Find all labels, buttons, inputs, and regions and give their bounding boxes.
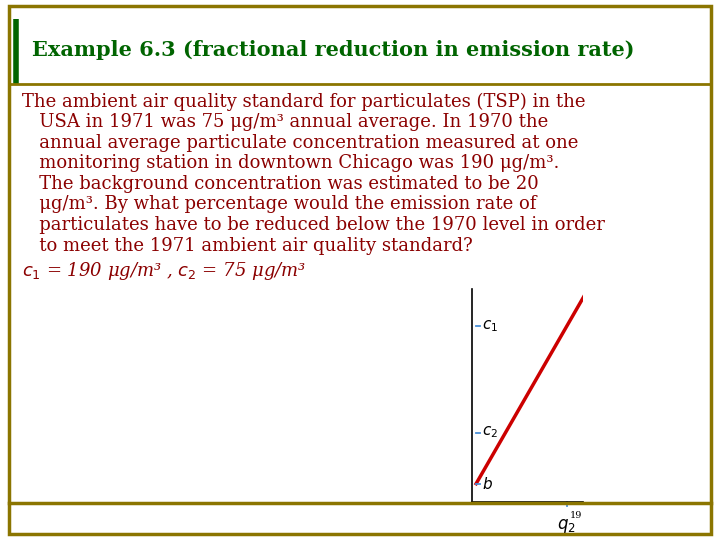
- Text: USA in 1971 was 75 μg/m³ annual average. In 1970 the: USA in 1971 was 75 μg/m³ annual average.…: [22, 113, 548, 131]
- Text: The background concentration was estimated to be 20: The background concentration was estimat…: [22, 175, 539, 193]
- Text: 19: 19: [570, 510, 582, 519]
- Text: $c_1$ = 190 μg/m³ , $c_2$ = 75 μg/m³: $c_1$ = 190 μg/m³ , $c_2$ = 75 μg/m³: [22, 260, 306, 282]
- Text: to meet the 1971 ambient air quality standard?: to meet the 1971 ambient air quality sta…: [22, 237, 472, 254]
- Text: $b$: $b$: [482, 476, 492, 491]
- Text: $c_1$: $c_1$: [482, 318, 498, 334]
- Text: Example 6.3 (fractional reduction in emission rate): Example 6.3 (fractional reduction in emi…: [32, 39, 635, 60]
- Text: annual average particulate concentration measured at one: annual average particulate concentration…: [22, 134, 578, 152]
- Text: μg/m³. By what percentage would the emission rate of: μg/m³. By what percentage would the emis…: [22, 195, 536, 213]
- Text: $q_2$: $q_2$: [557, 517, 576, 535]
- Text: monitoring station in downtown Chicago was 190 μg/m³.: monitoring station in downtown Chicago w…: [22, 154, 559, 172]
- Text: $c_2$: $c_2$: [482, 425, 498, 441]
- Text: The ambient air quality standard for particulates (TSP) in the: The ambient air quality standard for par…: [22, 93, 585, 111]
- Text: particulates have to be reduced below the 1970 level in order: particulates have to be reduced below th…: [22, 216, 605, 234]
